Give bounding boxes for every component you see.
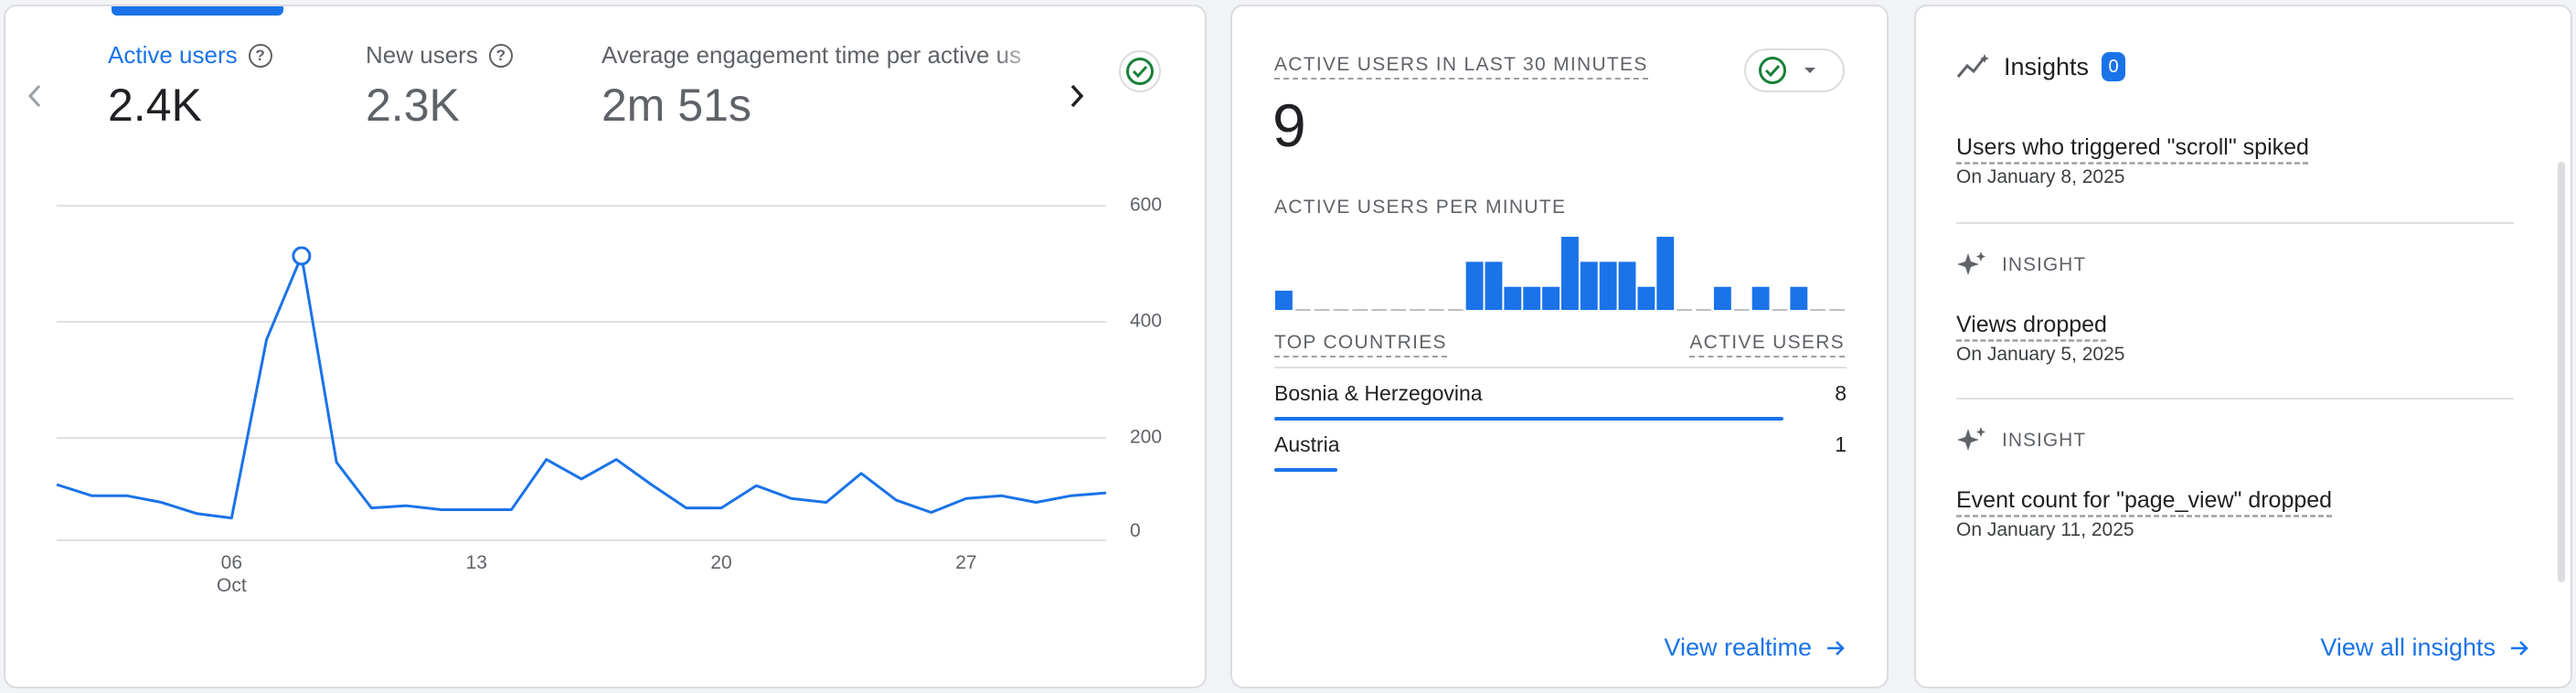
- top-countries-header: TOP COUNTRIES: [1274, 332, 1447, 357]
- sparkle-icon: [1957, 251, 1985, 275]
- metric-value: 2.3K: [366, 80, 460, 131]
- insight-date: On January 5, 2025: [1956, 344, 2125, 365]
- per-minute-label: ACTIVE USERS PER MINUTE: [1274, 197, 1567, 218]
- insight-date: On January 11, 2025: [1956, 519, 2134, 540]
- country-name: Austria: [1274, 432, 1340, 456]
- x-tick-label: 06: [221, 552, 242, 573]
- x-tick-sublabel: Oct: [217, 575, 247, 596]
- y-tick-label: 400: [1130, 311, 1162, 332]
- insight-tag-label: INSIGHT: [2002, 254, 2087, 275]
- active-tab-indicator: [112, 6, 283, 16]
- insights-scrollbar[interactable]: [2558, 162, 2565, 582]
- metric-avg-engagement[interactable]: Average engagement time per active us 2m…: [601, 41, 1048, 132]
- arrow-right-icon: [1827, 640, 1845, 656]
- insights-card: Insights 0 Users who triggered "scroll" …: [1914, 5, 2572, 688]
- minute-bar[interactable]: [1275, 290, 1293, 310]
- country-name: Bosnia & Herzegovina: [1274, 381, 1483, 405]
- minute-bar[interactable]: [1465, 261, 1484, 310]
- overview-card: Active users ? 2.4K New users ? 2.3K Ave…: [4, 5, 1207, 688]
- realtime-title: ACTIVE USERS IN LAST 30 MINUTES: [1274, 54, 1648, 80]
- minute-bar[interactable]: [1713, 286, 1731, 310]
- insights-title: Insights: [2004, 52, 2090, 80]
- y-tick-label: 600: [1130, 195, 1162, 216]
- view-all-insights-link[interactable]: View all insights: [2320, 634, 2530, 662]
- country-share-bar: [1274, 468, 1337, 472]
- minute-bar[interactable]: [1637, 286, 1655, 310]
- realtime-status-dropdown[interactable]: [1744, 48, 1845, 92]
- view-realtime-link[interactable]: View realtime: [1664, 634, 1847, 662]
- country-row[interactable]: Bosnia & Herzegovina 8: [1274, 381, 1847, 421]
- metric-label: Active users: [108, 41, 238, 69]
- insights-count-badge: 0: [2102, 52, 2126, 81]
- insight-title: Views dropped: [1956, 312, 2107, 337]
- realtime-card: ACTIVE USERS IN LAST 30 MINUTES 9 ACTIVE…: [1230, 5, 1889, 688]
- minute-bar[interactable]: [1751, 286, 1770, 310]
- insight-tag-label: INSIGHT: [2002, 430, 2087, 451]
- insight-divider: [1956, 398, 2514, 400]
- x-tick-label: 13: [466, 552, 487, 573]
- country-count: 1: [1835, 432, 1847, 456]
- minute-bar[interactable]: [1790, 286, 1808, 310]
- metric-active-users[interactable]: Active users ? 2.4K: [108, 41, 272, 132]
- insight-title: Event count for "page_view" dropped: [1956, 487, 2333, 513]
- insights-header: Insights 0: [1956, 52, 2126, 81]
- minute-bar[interactable]: [1485, 261, 1503, 310]
- insights-trend-icon: [1956, 54, 1989, 78]
- y-tick-label: 0: [1130, 520, 1141, 541]
- countries-divider: [1274, 367, 1847, 368]
- country-share-bar: [1274, 417, 1784, 421]
- minute-bar[interactable]: [1656, 237, 1675, 310]
- realtime-value: 9: [1272, 91, 1306, 159]
- help-icon[interactable]: ?: [488, 43, 513, 68]
- metric-new-users[interactable]: New users ? 2.3K: [366, 41, 513, 132]
- minute-bar[interactable]: [1504, 286, 1522, 310]
- minute-bar[interactable]: [1599, 261, 1617, 310]
- active-users-header: ACTIVE USERS: [1689, 332, 1845, 357]
- minute-bar[interactable]: [1542, 286, 1559, 310]
- insight-item[interactable]: INSIGHT Views dropped On January 5, 2025: [1956, 250, 2514, 366]
- chevron-left-icon[interactable]: [16, 78, 53, 114]
- sparkle-icon: [1957, 427, 1985, 451]
- minute-bar[interactable]: [1618, 261, 1636, 310]
- per-minute-bar-chart: [1275, 237, 1845, 311]
- insight-divider: [1956, 222, 2514, 224]
- y-tick-label: 200: [1130, 427, 1162, 448]
- check-circle-icon: [1126, 58, 1154, 85]
- country-count: 8: [1835, 381, 1847, 405]
- insight-tag: INSIGHT: [1956, 250, 2514, 281]
- label-fade: [993, 34, 1048, 134]
- arrow-right-icon: [2511, 640, 2528, 656]
- metric-value: 2.4K: [108, 80, 202, 131]
- x-tick-label: 27: [955, 552, 976, 573]
- highlight-point[interactable]: [292, 246, 312, 266]
- metric-label: Average engagement time per active us: [601, 41, 1022, 69]
- help-icon[interactable]: ?: [248, 43, 272, 68]
- check-circle-icon: [1759, 57, 1786, 84]
- minute-bar[interactable]: [1561, 237, 1579, 310]
- series-line: [56, 254, 1107, 520]
- chevron-right-icon[interactable]: [1059, 78, 1095, 114]
- view-realtime-label: View realtime: [1664, 634, 1812, 661]
- insight-title: Users who triggered "scroll" spiked: [1956, 134, 2309, 160]
- x-tick-label: 20: [710, 552, 731, 573]
- insight-date: On January 8, 2025: [1956, 166, 2125, 187]
- data-quality-status[interactable]: [1119, 50, 1161, 92]
- view-all-insights-label: View all insights: [2320, 634, 2496, 661]
- caret-down-icon: [1804, 68, 1815, 73]
- country-row[interactable]: Austria 1: [1274, 432, 1847, 472]
- metric-value: 2m 51s: [601, 80, 751, 131]
- metric-label: New users: [366, 41, 478, 69]
- insight-item[interactable]: Users who triggered "scroll" spiked On J…: [1956, 134, 2514, 188]
- minute-bar[interactable]: [1523, 286, 1541, 310]
- insight-item[interactable]: INSIGHT Event count for "page_view" drop…: [1956, 425, 2514, 541]
- minute-bar[interactable]: [1580, 261, 1598, 310]
- insight-tag: INSIGHT: [1956, 425, 2514, 456]
